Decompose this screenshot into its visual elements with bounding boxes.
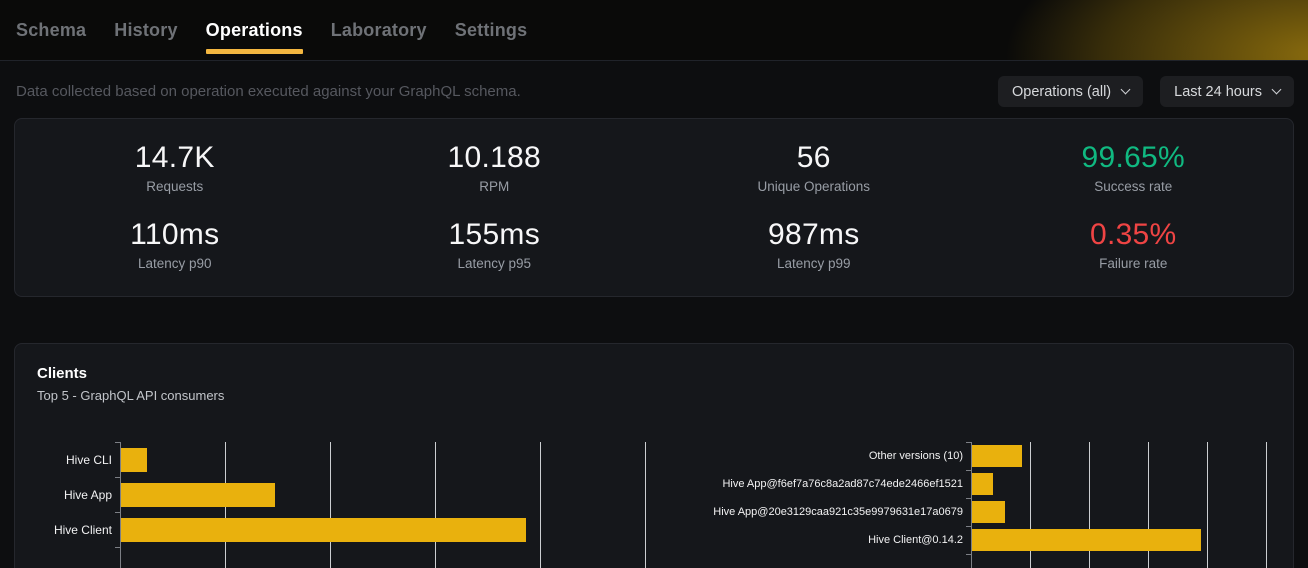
stat-latency-p99: 987ms Latency p99 — [654, 217, 974, 271]
stats-summary-card: 14.7K Requests 10.188 RPM 56 Unique Operation… — [14, 118, 1294, 297]
tab-settings[interactable]: Settings — [454, 19, 528, 40]
bar-label: Hive App@f6ef7a76c8a2ad87c74ede2466ef152… — [722, 478, 963, 490]
bar-row-hive-app-20e3129caa921c35e9979631e17a0679: Hive App@20e3129caa921c35e9979631e17a067… — [658, 498, 1267, 526]
toolbar: Data collected based on operation execut… — [16, 76, 1294, 107]
bar-label: Hive Client — [53, 522, 112, 537]
bar-track — [120, 517, 646, 542]
filter-group: Operations (all) Last 24 hours — [998, 76, 1294, 107]
bar — [121, 447, 148, 472]
bar-track — [120, 482, 646, 507]
tab-schema[interactable]: Schema — [16, 19, 87, 40]
stat-label: Latency p90 — [137, 256, 212, 271]
bar-track — [120, 447, 646, 472]
time-range-filter[interactable]: Last 24 hours — [1160, 76, 1294, 107]
bar-track — [971, 529, 1267, 551]
gridline — [330, 442, 331, 568]
nav-tabs: Schema History Operations Laboratory Setting… — [0, 0, 1308, 60]
axis-tick — [115, 477, 121, 478]
clients-by-name-chart: Hive CLI Hive App Hive Client — [37, 442, 646, 568]
gridline — [1089, 442, 1090, 568]
gridline — [1207, 442, 1208, 568]
stat-label: Failure rate — [1099, 256, 1168, 271]
bar-row-other-versions-10: Other versions (10) — [658, 442, 1267, 470]
operations-filter[interactable]: Operations (all) — [998, 76, 1144, 107]
clients-card: Clients Top 5 - GraphQL API consumers Hi… — [14, 343, 1294, 568]
bar-track — [971, 473, 1267, 495]
gridline — [540, 442, 541, 568]
page-description: Data collected based on operation execut… — [16, 83, 521, 100]
bar-row-hive-client: Hive Client — [37, 512, 646, 547]
stat-label: RPM — [479, 179, 510, 194]
stat-value: 0.35% — [1089, 218, 1177, 251]
chart-axis-and-gridlines — [966, 442, 1267, 568]
tab-history[interactable]: History — [114, 19, 178, 40]
bar — [972, 473, 993, 495]
filter-label: Last 24 hours — [1174, 83, 1262, 100]
stat-label: Latency p95 — [457, 256, 532, 271]
bar — [972, 501, 1005, 523]
gridline — [645, 442, 646, 568]
stat-value: 110ms — [130, 218, 220, 251]
axis-tick — [115, 512, 121, 513]
bar-label: Hive CLI — [65, 452, 112, 467]
stat-label: Requests — [146, 179, 204, 194]
gridline — [1030, 442, 1031, 568]
bar-label: Hive App — [63, 487, 112, 502]
stat-value: 14.7K — [134, 141, 215, 174]
stat-latency-p95: 155ms Latency p95 — [335, 217, 655, 271]
stat-label: Latency p99 — [776, 256, 851, 271]
axis-tick — [966, 442, 972, 443]
bar-row-hive-cli: Hive CLI — [37, 442, 646, 477]
stat-value: 10.188 — [447, 141, 542, 174]
stat-latency-p90: 110ms Latency p90 — [15, 217, 335, 271]
axis-tick — [115, 442, 121, 443]
clients-title: Clients — [37, 365, 88, 382]
gridline — [1266, 442, 1267, 568]
chevron-down-icon — [1271, 84, 1282, 95]
clients-card-header: Clients Top 5 - GraphQL API consumers — [15, 365, 1293, 403]
bar-label: Hive Client@0.14.2 — [868, 534, 963, 546]
filter-label: Operations (all) — [1012, 83, 1112, 100]
stat-failure-rate: 0.35% Failure rate — [974, 217, 1294, 271]
stat-value: 987ms — [767, 218, 860, 251]
stat-success-rate: 99.65% Success rate — [974, 140, 1294, 194]
stat-requests: 14.7K Requests — [15, 140, 335, 194]
client-charts: Hive CLI Hive App Hive Client Other version… — [15, 442, 1293, 568]
tab-operations[interactable]: Operations — [205, 0, 303, 60]
stat-value: 155ms — [448, 218, 541, 251]
bar-label: Hive App@20e3129caa921c35e9979631e17a067… — [713, 506, 963, 518]
bar — [972, 529, 1201, 551]
clients-by-version-chart: Other versions (10) Hive App@f6ef7a76c8a2… — [658, 442, 1267, 568]
bar — [972, 445, 1022, 467]
bar — [121, 517, 527, 542]
bar-row-hive-app-f6ef7a76c8a2ad87c74ede2466ef1521: Hive App@f6ef7a76c8a2ad87c74ede2466ef152… — [658, 470, 1267, 498]
top-nav-bar: Schema History Operations Laboratory Setting… — [0, 0, 1308, 61]
bar-track — [971, 501, 1267, 523]
bar-label: Other versions (10) — [868, 450, 963, 462]
gridline — [435, 442, 436, 568]
bar-row-hive-client-0-14-2: Hive Client@0.14.2 — [658, 526, 1267, 554]
axis-tick — [966, 554, 972, 555]
stat-rpm: 10.188 RPM — [335, 140, 655, 194]
bar — [121, 482, 275, 507]
axis-tick — [966, 470, 972, 471]
gridline — [1148, 442, 1149, 568]
tab-laboratory[interactable]: Laboratory — [330, 19, 427, 40]
bar-track — [971, 445, 1267, 467]
stat-value: 56 — [796, 141, 831, 174]
axis-tick — [966, 498, 972, 499]
axis-tick — [115, 547, 121, 548]
stat-label: Unique Operations — [757, 179, 871, 194]
stat-label: Success rate — [1094, 179, 1173, 194]
chevron-down-icon — [1120, 84, 1131, 95]
stat-value: 99.65% — [1081, 141, 1186, 174]
clients-subtitle: Top 5 - GraphQL API consumers — [37, 388, 225, 403]
stat-unique-operations: 56 Unique Operations — [654, 140, 974, 194]
axis-tick — [966, 526, 972, 527]
bar-row-hive-app: Hive App — [37, 477, 646, 512]
